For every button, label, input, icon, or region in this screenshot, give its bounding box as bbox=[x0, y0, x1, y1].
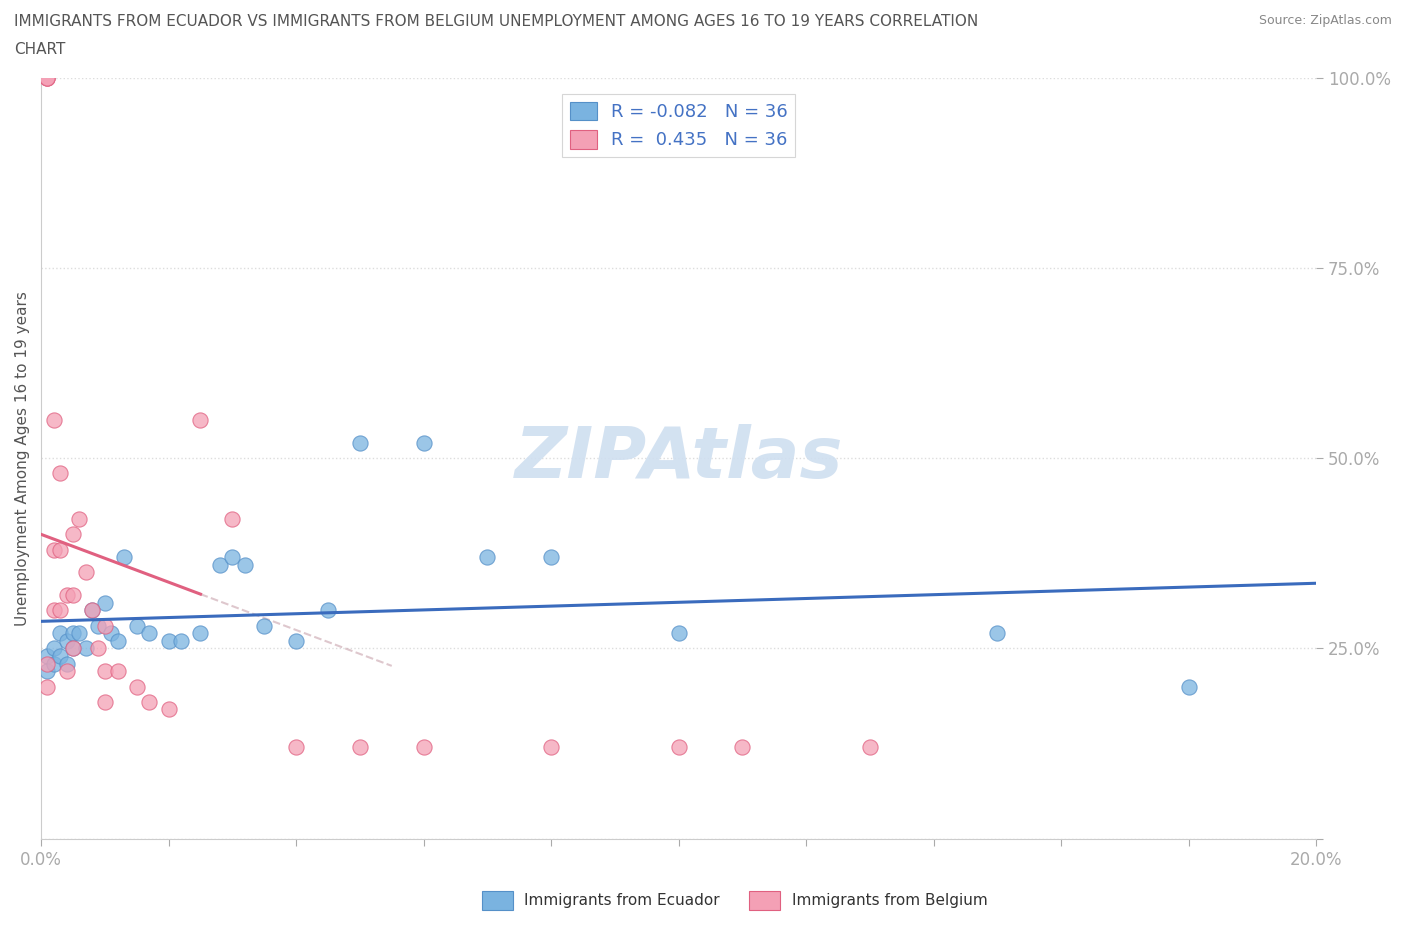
Point bbox=[55, 664, 77, 679]
Point bbox=[668, 740, 690, 755]
Point bbox=[37, 71, 59, 86]
Point bbox=[49, 542, 72, 557]
Text: ZIPAtlas: ZIPAtlas bbox=[515, 424, 844, 493]
Point bbox=[94, 664, 117, 679]
Point bbox=[82, 603, 104, 618]
Point bbox=[37, 664, 59, 679]
Text: CHART: CHART bbox=[14, 42, 66, 57]
Point bbox=[87, 641, 110, 656]
Point bbox=[107, 633, 129, 648]
Legend: R = -0.082   N = 36, R =  0.435   N = 36: R = -0.082 N = 36, R = 0.435 N = 36 bbox=[562, 95, 794, 156]
Point bbox=[208, 557, 231, 572]
Text: Immigrants from Belgium: Immigrants from Belgium bbox=[792, 893, 987, 908]
Point bbox=[125, 679, 148, 694]
Point bbox=[190, 413, 212, 428]
Point bbox=[540, 740, 562, 755]
Point bbox=[67, 512, 90, 526]
Point bbox=[42, 542, 65, 557]
Point bbox=[112, 550, 135, 565]
Point bbox=[55, 633, 77, 648]
Point bbox=[75, 641, 97, 656]
Text: Immigrants from Ecuador: Immigrants from Ecuador bbox=[524, 893, 720, 908]
Point bbox=[138, 695, 160, 710]
Point bbox=[82, 603, 104, 618]
Point bbox=[285, 633, 308, 648]
Point bbox=[986, 626, 1008, 641]
Point bbox=[859, 740, 882, 755]
Point bbox=[62, 588, 84, 603]
Point bbox=[412, 740, 434, 755]
Point bbox=[42, 603, 65, 618]
Point bbox=[316, 603, 339, 618]
Point bbox=[55, 588, 77, 603]
Point bbox=[94, 695, 117, 710]
Point bbox=[55, 657, 77, 671]
Point bbox=[668, 626, 690, 641]
Point bbox=[37, 71, 59, 86]
Point bbox=[731, 740, 754, 755]
Point bbox=[62, 527, 84, 542]
Point bbox=[37, 71, 59, 86]
Point bbox=[540, 550, 562, 565]
Point bbox=[157, 702, 180, 717]
Point bbox=[49, 603, 72, 618]
Point bbox=[1177, 679, 1199, 694]
Point bbox=[253, 618, 276, 633]
Point bbox=[62, 641, 84, 656]
Point bbox=[138, 626, 160, 641]
Point bbox=[285, 740, 308, 755]
Point bbox=[87, 618, 110, 633]
Point bbox=[157, 633, 180, 648]
Point bbox=[233, 557, 256, 572]
Point bbox=[100, 626, 122, 641]
Text: Source: ZipAtlas.com: Source: ZipAtlas.com bbox=[1258, 14, 1392, 27]
Point bbox=[125, 618, 148, 633]
Point bbox=[62, 626, 84, 641]
Point bbox=[170, 633, 193, 648]
Point bbox=[107, 664, 129, 679]
Point bbox=[49, 648, 72, 663]
Point bbox=[37, 657, 59, 671]
Point bbox=[42, 413, 65, 428]
Point bbox=[94, 618, 117, 633]
Text: IMMIGRANTS FROM ECUADOR VS IMMIGRANTS FROM BELGIUM UNEMPLOYMENT AMONG AGES 16 TO: IMMIGRANTS FROM ECUADOR VS IMMIGRANTS FR… bbox=[14, 14, 979, 29]
Point bbox=[349, 740, 371, 755]
Point bbox=[221, 512, 243, 526]
Point bbox=[412, 435, 434, 450]
Point bbox=[37, 648, 59, 663]
Point bbox=[221, 550, 243, 565]
Point bbox=[49, 626, 72, 641]
Point bbox=[75, 565, 97, 579]
Point bbox=[42, 657, 65, 671]
Point bbox=[49, 466, 72, 481]
Point bbox=[477, 550, 499, 565]
Point bbox=[42, 641, 65, 656]
Point bbox=[349, 435, 371, 450]
Point bbox=[62, 641, 84, 656]
Point bbox=[94, 595, 117, 610]
Point bbox=[37, 679, 59, 694]
Point bbox=[190, 626, 212, 641]
Y-axis label: Unemployment Among Ages 16 to 19 years: Unemployment Among Ages 16 to 19 years bbox=[15, 291, 30, 626]
Point bbox=[67, 626, 90, 641]
